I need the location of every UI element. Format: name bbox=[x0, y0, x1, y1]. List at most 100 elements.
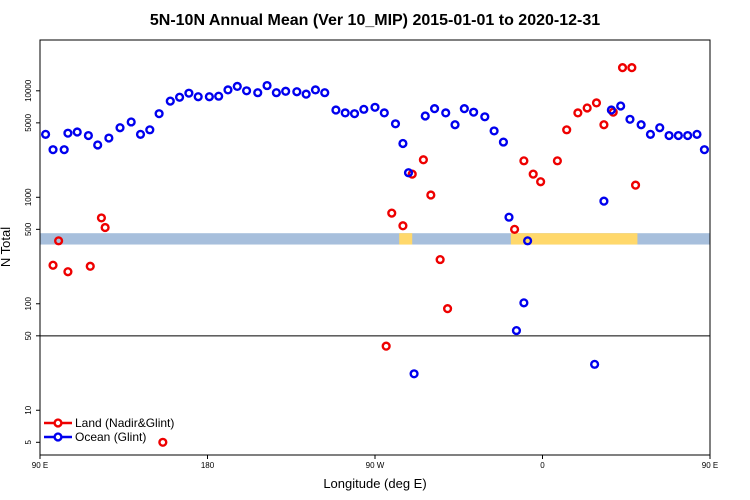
data-point bbox=[523, 236, 533, 246]
data-point bbox=[262, 80, 272, 91]
y-axis: 5 10 50 100 500 1000 5000 10000 bbox=[24, 79, 40, 445]
data-point bbox=[509, 224, 520, 234]
data-point bbox=[480, 112, 490, 122]
data-point bbox=[381, 341, 391, 351]
legend-marker bbox=[53, 418, 63, 428]
data-point bbox=[450, 120, 460, 130]
data-point bbox=[409, 369, 419, 379]
plot-frame bbox=[39, 39, 711, 456]
data-point bbox=[616, 101, 626, 111]
data-point bbox=[241, 86, 252, 96]
data-point bbox=[72, 127, 82, 137]
ocean-band bbox=[40, 233, 710, 245]
data-point bbox=[636, 120, 646, 130]
y-tick-label: 50 bbox=[24, 331, 33, 340]
data-point bbox=[301, 89, 311, 99]
data-point bbox=[223, 85, 233, 95]
data-point bbox=[96, 213, 107, 223]
data-point bbox=[370, 102, 380, 112]
legend-item: Land (Nadir&Glint) bbox=[44, 416, 174, 430]
data-point bbox=[184, 88, 194, 98]
data-point bbox=[63, 128, 73, 138]
y-tick-label: 10 bbox=[24, 405, 33, 414]
data-point bbox=[292, 87, 302, 97]
x-tick-label: 180 bbox=[201, 461, 215, 470]
legend: Land (Nadir&Glint)Ocean (Glint) bbox=[44, 416, 174, 444]
legend-label: Ocean (Glint) bbox=[75, 430, 146, 444]
data-point bbox=[331, 105, 341, 115]
data-point bbox=[40, 129, 51, 139]
data-point bbox=[528, 169, 538, 179]
data-point bbox=[435, 254, 445, 265]
x-tick-label: 90 E bbox=[32, 461, 48, 470]
data-point bbox=[591, 98, 602, 108]
x-axis-label: Longitude (deg E) bbox=[323, 476, 426, 491]
data-point bbox=[48, 145, 58, 155]
y-tick-label: 5000 bbox=[24, 113, 33, 131]
data-point bbox=[498, 137, 509, 147]
data-point bbox=[398, 138, 408, 149]
data-point bbox=[174, 92, 185, 102]
data-point bbox=[232, 81, 242, 91]
y-tick-label: 100 bbox=[24, 297, 33, 311]
data-point bbox=[573, 108, 583, 118]
y-tick-label: 500 bbox=[24, 222, 33, 236]
data-point bbox=[459, 104, 469, 114]
data-point bbox=[403, 168, 414, 178]
data-point bbox=[664, 130, 674, 141]
data-point bbox=[489, 126, 499, 136]
data-point bbox=[606, 105, 616, 115]
legend-item: Ocean (Glint) bbox=[44, 430, 146, 444]
data-point bbox=[630, 180, 641, 190]
data-point bbox=[126, 117, 136, 127]
data-point bbox=[590, 359, 600, 369]
data-point bbox=[85, 261, 95, 271]
data-point bbox=[93, 140, 103, 150]
data-point bbox=[398, 221, 408, 231]
x-tick-label: 90 E bbox=[702, 461, 718, 470]
data-point bbox=[104, 133, 114, 143]
x-tick-label: 90 W bbox=[366, 461, 385, 470]
data-point bbox=[599, 120, 609, 130]
data-point bbox=[253, 88, 263, 98]
surface-band bbox=[40, 233, 710, 245]
data-point bbox=[154, 109, 164, 119]
series-ocean bbox=[40, 80, 710, 379]
data-point bbox=[429, 104, 440, 114]
data-point bbox=[115, 123, 125, 133]
data-point bbox=[310, 85, 321, 95]
data-point bbox=[379, 108, 389, 118]
data-point bbox=[281, 86, 291, 96]
y-tick-label: 1000 bbox=[24, 188, 33, 206]
legend-marker bbox=[53, 432, 63, 442]
data-point bbox=[418, 155, 428, 165]
y-axis-label: N Total bbox=[0, 227, 13, 267]
chart-title: 5N-10N Annual Mean (Ver 10_MIP) 2015-01-… bbox=[150, 12, 600, 29]
data-point bbox=[48, 260, 58, 270]
data-point bbox=[349, 109, 360, 119]
data-point bbox=[54, 236, 64, 246]
y-tick-label: 5 bbox=[24, 440, 33, 445]
data-point bbox=[387, 208, 397, 218]
data-point bbox=[204, 92, 214, 102]
data-point bbox=[699, 145, 710, 155]
data-point bbox=[625, 114, 635, 124]
data-point bbox=[63, 267, 73, 277]
data-point bbox=[442, 304, 453, 314]
data-point bbox=[683, 130, 693, 141]
data-point bbox=[599, 196, 609, 206]
land-band-segment bbox=[510, 233, 638, 245]
data-point bbox=[519, 298, 529, 308]
data-points bbox=[40, 63, 710, 447]
data-point bbox=[145, 125, 155, 135]
data-point bbox=[100, 222, 110, 233]
data-point bbox=[582, 103, 592, 113]
data-point bbox=[135, 129, 146, 139]
series-land bbox=[48, 63, 641, 447]
data-point bbox=[536, 177, 546, 187]
data-point bbox=[504, 212, 514, 222]
data-point bbox=[340, 108, 350, 118]
data-point bbox=[692, 129, 702, 139]
legend-label: Land (Nadir&Glint) bbox=[75, 416, 174, 430]
data-point bbox=[562, 125, 572, 135]
